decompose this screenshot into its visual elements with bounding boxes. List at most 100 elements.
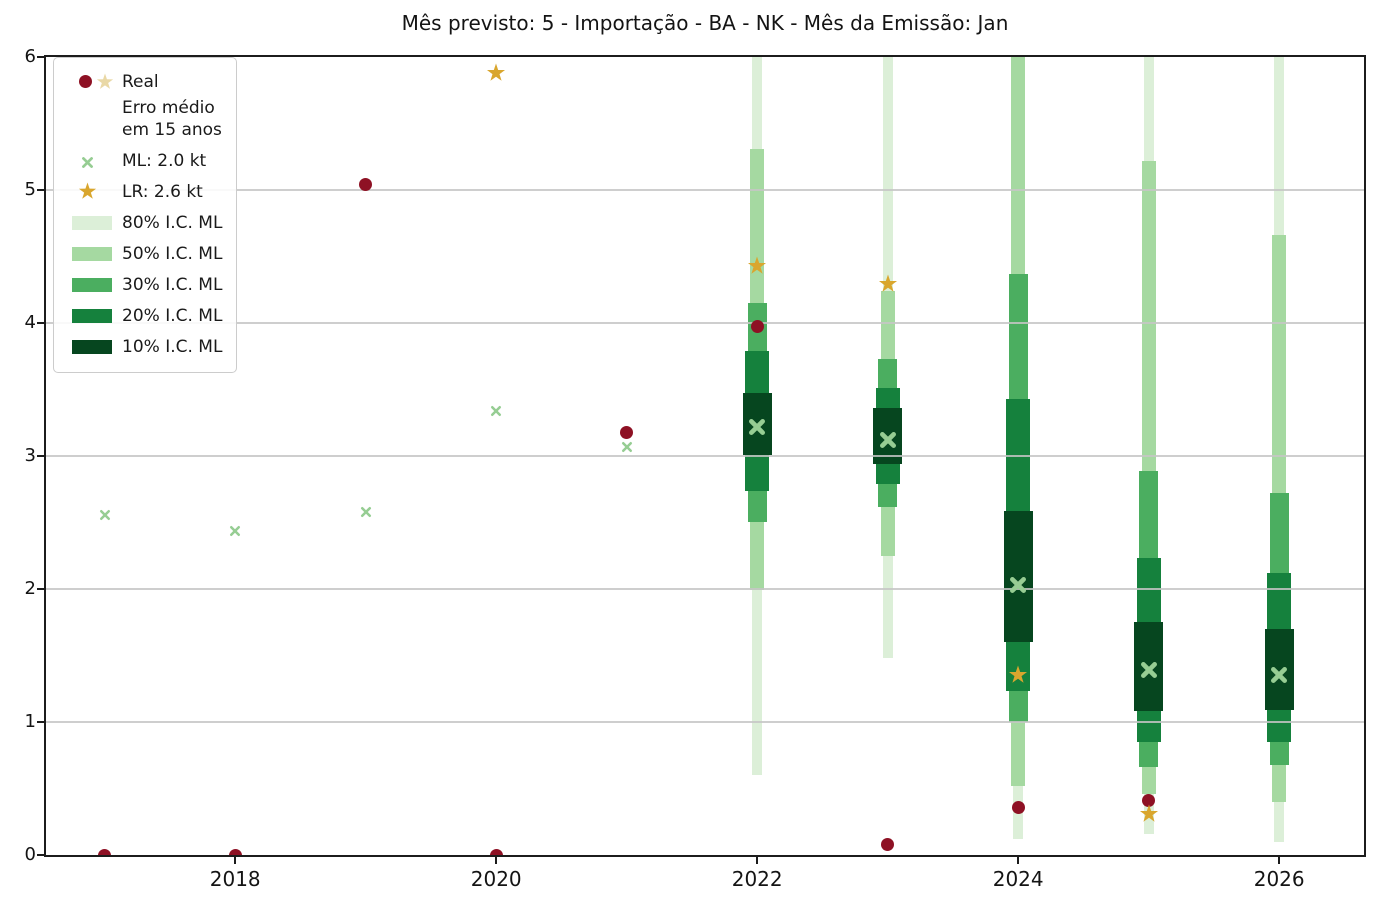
ml-forecast-x-marker-2024 xyxy=(1009,576,1027,594)
legend-item-ci10: 10% I.C. ML xyxy=(64,331,222,362)
legend-label-real: Real xyxy=(122,71,159,92)
ml-x-icon xyxy=(99,509,110,520)
legend-ci30-swatch xyxy=(72,277,112,292)
ml-forecast-x-marker-2025 xyxy=(1140,661,1158,679)
real-point-2023 xyxy=(881,837,895,851)
y-tick-1 xyxy=(37,721,44,723)
y-tick-label-5: 5 xyxy=(24,179,36,200)
grid-line-y3 xyxy=(46,455,1364,457)
ci-bar-10-2026 xyxy=(1264,628,1294,711)
lr-star-icon xyxy=(748,256,767,274)
ml-x-marker-2019 xyxy=(360,503,372,518)
legend-ci20-swatch xyxy=(72,308,112,323)
lr-star-marker-2025 xyxy=(1139,804,1159,824)
legend-item-lr: LR: 2.6 kt xyxy=(64,176,222,207)
y-tick-label-1: 1 xyxy=(24,711,36,732)
ml-x-icon xyxy=(491,406,502,417)
x-tick-label-2020: 2020 xyxy=(470,867,522,891)
ci-bar-10-2023 xyxy=(873,408,903,464)
y-tick-3 xyxy=(37,455,44,457)
legend-ci50-swatch xyxy=(72,246,112,261)
real-point-2024 xyxy=(1011,800,1025,814)
legend: Real Erro médio em 15 anos ML: 2.0 kt LR: 2.… xyxy=(53,57,238,373)
ml-forecast-x-marker-2022 xyxy=(748,418,766,436)
x-tick-label-2026: 2026 xyxy=(1253,867,1305,891)
x-tick-label-2024: 2024 xyxy=(992,867,1044,891)
real-point-2018 xyxy=(228,848,242,855)
y-tick-2 xyxy=(37,588,44,590)
legend-label-erro: Erro médio em 15 anos xyxy=(122,98,222,140)
ml-x-marker-2018 xyxy=(229,522,241,536)
legend-item-ci80: 80% I.C. ML xyxy=(64,207,222,238)
legend-item-erro: Erro médio em 15 anos xyxy=(64,97,222,145)
legend-marker-cell-ci30 xyxy=(64,277,122,292)
lr-star-icon xyxy=(1139,804,1158,822)
legend-real-star-wrap xyxy=(96,72,114,91)
legend-item-real: Real xyxy=(64,66,222,97)
y-tick-6 xyxy=(37,56,44,58)
legend-marker-cell-real xyxy=(64,72,122,91)
legend-label-ci80: 80% I.C. ML xyxy=(122,212,223,233)
y-tick-0 xyxy=(37,854,44,856)
ml-x-icon xyxy=(879,432,896,449)
y-tick-label-3: 3 xyxy=(24,445,36,466)
chart-title: Mês previsto: 5 - Importação - BA - NK -… xyxy=(401,11,1009,35)
real-point-2019 xyxy=(359,178,373,192)
real-point-2021 xyxy=(620,425,634,439)
legend-marker-cell-ci80 xyxy=(64,215,122,230)
legend-lr-star-icon xyxy=(78,182,97,199)
ml-x-marker-2020 xyxy=(490,402,502,417)
legend-marker-cell-ml xyxy=(64,154,122,168)
y-tick-label-4: 4 xyxy=(24,312,36,333)
legend-label-ci50: 50% I.C. ML xyxy=(122,243,223,264)
lr-star-marker-2022 xyxy=(747,256,767,276)
lr-star-marker-2020 xyxy=(486,63,506,83)
x-tick-2018 xyxy=(234,857,237,864)
legend-label-lr: LR: 2.6 kt xyxy=(122,181,203,202)
legend-item-ml: ML: 2.0 kt xyxy=(64,145,222,176)
grid-line-y4 xyxy=(46,322,1364,324)
plot-area xyxy=(44,55,1366,857)
ml-x-icon xyxy=(1271,667,1288,684)
legend-marker-cell-lr xyxy=(64,182,122,201)
x-tick-2020 xyxy=(495,857,498,864)
ml-x-marker-2017 xyxy=(99,506,111,520)
ml-x-marker-2021 xyxy=(621,438,633,453)
legend-label-ml: ML: 2.0 kt xyxy=(122,150,207,171)
y-tick-label-6: 6 xyxy=(24,46,36,67)
x-tick-label-2018: 2018 xyxy=(209,867,261,891)
ml-x-icon xyxy=(1140,662,1157,679)
legend-item-ci20: 20% I.C. ML xyxy=(64,300,222,331)
lr-star-icon xyxy=(487,63,506,81)
legend-marker-cell-ci20 xyxy=(64,308,122,323)
grid-line-y5 xyxy=(46,189,1364,191)
grid-line-y1 xyxy=(46,721,1364,723)
grid-line-y2 xyxy=(46,588,1364,590)
legend-marker-cell-ci50 xyxy=(64,246,122,261)
x-tick-2024 xyxy=(1017,857,1020,864)
legend-label-ci20: 20% I.C. ML xyxy=(122,305,223,326)
legend-label-ci30: 30% I.C. ML xyxy=(122,274,223,295)
legend-lr-star-wrap xyxy=(78,182,97,201)
legend-ml-x-wrap xyxy=(81,154,94,168)
y-tick-label-2: 2 xyxy=(24,578,36,599)
legend-label-ci10: 10% I.C. ML xyxy=(122,336,223,357)
legend-marker-cell-ci10 xyxy=(64,339,122,354)
real-point-2025 xyxy=(1142,793,1156,807)
ml-forecast-x-marker-2026 xyxy=(1270,666,1288,684)
y-tick-4 xyxy=(37,322,44,324)
ml-x-icon xyxy=(230,525,241,536)
x-tick-2026 xyxy=(1278,857,1281,864)
legend-real-star-icon xyxy=(96,72,114,89)
legend-ci80-swatch xyxy=(72,215,112,230)
ml-x-icon xyxy=(621,441,632,453)
x-tick-2022 xyxy=(756,857,759,864)
real-point-2017 xyxy=(98,848,112,855)
real-point-2020 xyxy=(489,848,503,855)
x-tick-label-2022: 2022 xyxy=(731,867,783,891)
lr-star-marker-2024 xyxy=(1008,665,1028,685)
ci-bar-10-2024 xyxy=(1003,510,1033,643)
real-point-2022 xyxy=(750,320,764,334)
legend-item-ci30: 30% I.C. ML xyxy=(64,269,222,300)
